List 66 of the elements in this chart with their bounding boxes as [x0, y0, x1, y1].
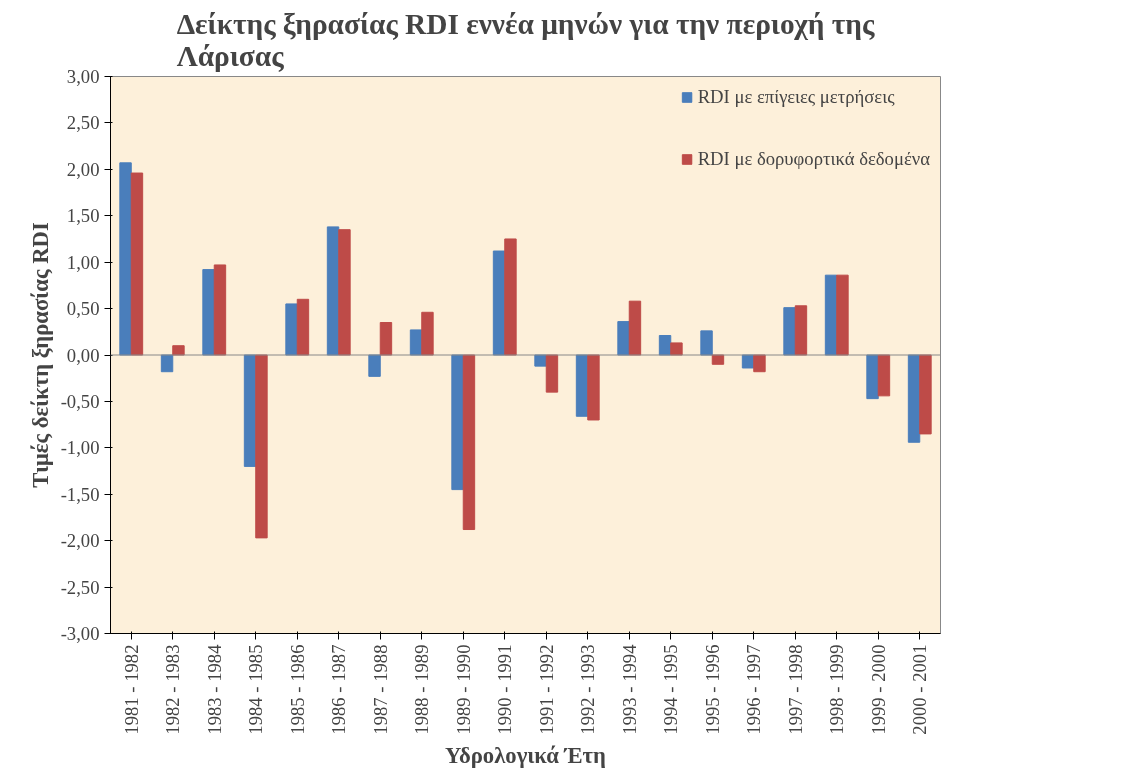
x-tick-label: 1985 - 1986	[286, 644, 308, 735]
x-tick-label: 1999 - 2000	[867, 644, 889, 735]
x-tick-label: 1983 - 1984	[203, 643, 225, 735]
x-tick-label: 1981 - 1982	[120, 644, 142, 735]
x-tick-label: 1991 - 1992	[535, 644, 557, 735]
bar	[783, 307, 796, 356]
y-tick-label: -1,50	[60, 483, 100, 505]
y-tick-label: -0,50	[60, 390, 100, 412]
bar	[255, 354, 268, 539]
bar	[285, 303, 298, 356]
bar	[670, 342, 683, 356]
bar	[368, 354, 381, 377]
bar	[421, 311, 434, 356]
y-tick-label: -2,00	[60, 530, 100, 552]
y-tick-label: 2,00	[66, 158, 100, 180]
x-tick-label: 1988 - 1989	[411, 644, 433, 735]
y-tick-label: 1,50	[66, 205, 100, 227]
x-tick-label: 1986 - 1987	[328, 644, 350, 735]
bar	[877, 354, 891, 397]
bar	[919, 354, 932, 435]
legend-label: RDI με δορυφορτικά δεδομένα	[697, 148, 930, 170]
bar	[700, 330, 713, 356]
x-tick-label: 1995 - 1996	[701, 644, 723, 735]
bar	[836, 274, 849, 356]
y-axis-title: Τιμές δείκτη ξηρασίας RDI	[27, 222, 54, 488]
bar	[545, 354, 559, 393]
bar	[587, 354, 600, 421]
bar	[504, 238, 517, 356]
y-tick-label: 0,50	[66, 298, 100, 320]
bar	[462, 354, 476, 531]
x-tick-label: 2000 - 2001	[909, 644, 931, 735]
x-tick-label: 1998 - 1999	[826, 644, 848, 735]
x-tick-label: 1990 - 1991	[494, 644, 516, 735]
bar	[338, 229, 351, 356]
x-tick-label: 1997 - 1998	[784, 644, 806, 735]
x-tick-label: 1993 - 1994	[618, 643, 640, 735]
y-tick-label: -2,50	[60, 576, 100, 598]
bar	[866, 354, 879, 400]
y-tick-label: -3,00	[60, 623, 100, 644]
bar	[753, 354, 766, 373]
bar	[379, 322, 393, 356]
y-tick-label: 3,00	[66, 66, 100, 87]
x-tick-label: 1996 - 1997	[743, 644, 765, 735]
y-tick-label: 1,00	[66, 251, 100, 273]
bar	[202, 269, 215, 356]
x-tick-label: 1984 - 1985	[245, 644, 267, 735]
bar	[213, 264, 227, 356]
x-tick-label: 1982 - 1983	[162, 644, 184, 735]
x-tick-label: 1987 - 1988	[369, 644, 391, 735]
bar	[794, 305, 808, 356]
bar	[130, 172, 144, 356]
bar	[119, 162, 132, 356]
bar	[296, 298, 310, 356]
y-tick-label: 2,50	[66, 112, 100, 134]
x-axis-title: Υδρολογικά Έτη	[445, 742, 606, 768]
bar	[617, 321, 630, 356]
bar	[628, 300, 642, 356]
y-tick-label: 0,00	[66, 344, 100, 366]
bar	[172, 345, 185, 356]
bar	[451, 354, 464, 491]
y-tick-label: -1,00	[60, 437, 100, 459]
x-tick-label: 1992 - 1993	[577, 644, 599, 735]
x-tick-label: 1989 - 1990	[452, 644, 474, 735]
x-tick-label: 1994 - 1995	[660, 644, 682, 735]
chart-title: Δείκτης ξηρασίας RDI εννέα μηνών για την περιοχή της Λάρισας	[176, 7, 875, 72]
legend-label: RDI με επίγειες μετρήσεις	[697, 86, 895, 108]
